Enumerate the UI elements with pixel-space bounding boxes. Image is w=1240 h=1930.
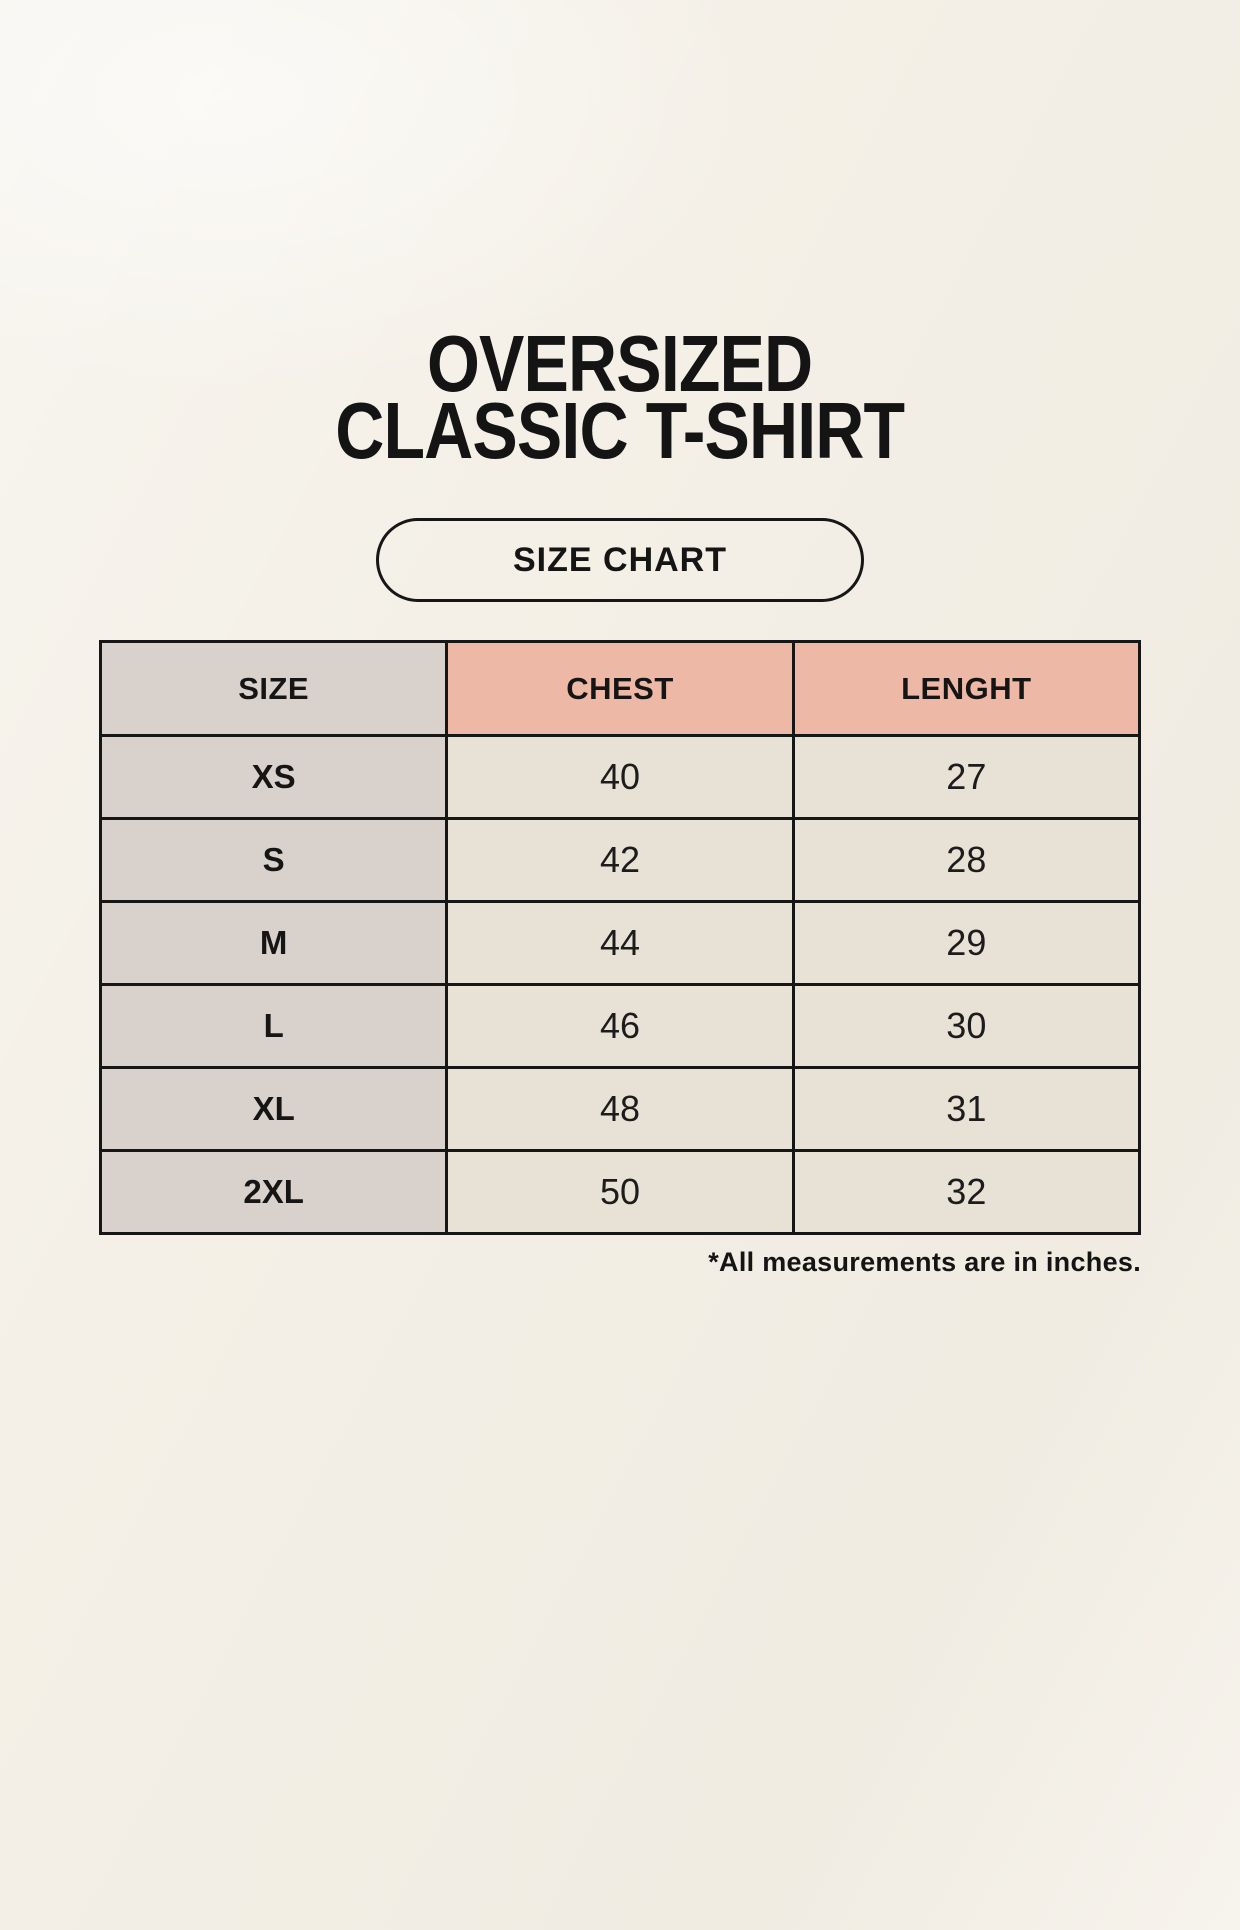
measurements-footnote: *All measurements are in inches. — [708, 1247, 1141, 1278]
table-row-m: M 44 29 — [98, 900, 1142, 987]
chest-cell: 44 — [445, 900, 795, 987]
table-row-2xl: 2XL 50 32 — [98, 1149, 1142, 1236]
size-cell: 2XL — [98, 1149, 449, 1236]
table-row-xs: XS 40 27 — [98, 734, 1142, 821]
length-cell: 30 — [791, 983, 1142, 1070]
header-cell-chest: CHEST — [445, 640, 795, 738]
length-cell: 29 — [791, 900, 1142, 987]
chest-cell: 46 — [445, 983, 795, 1070]
badge-wrap: SIZE CHART — [0, 518, 1240, 603]
size-cell: M — [98, 900, 449, 987]
chest-cell: 50 — [445, 1149, 795, 1236]
header-cell-size: SIZE — [98, 640, 449, 738]
length-cell: 31 — [791, 1066, 1142, 1153]
size-table: SIZE CHEST LENGHT XS 40 27 S 42 28 M — [98, 640, 1142, 1236]
size-cell: XL — [98, 1066, 449, 1153]
chest-cell: 48 — [445, 1066, 795, 1153]
table-row-l: L 46 30 — [98, 983, 1142, 1070]
size-chart-sheet: OVERSIZED CLASSIC T-SHIRT SIZE CHART SIZ… — [0, 319, 1240, 1930]
chest-cell: 40 — [445, 734, 795, 821]
length-cell: 27 — [791, 734, 1142, 821]
size-cell: L — [98, 983, 449, 1070]
header-cell-lenght: LENGHT — [791, 640, 1142, 738]
size-chart-badge: SIZE CHART — [376, 518, 864, 603]
page-title: OVERSIZED CLASSIC T-SHIRT — [0, 319, 1240, 476]
size-cell: S — [98, 817, 449, 904]
table-header-row: SIZE CHEST LENGHT — [98, 640, 1142, 738]
size-cell: XS — [98, 734, 449, 821]
table-row-s: S 42 28 — [98, 817, 1142, 904]
chest-cell: 42 — [445, 817, 795, 904]
length-cell: 28 — [791, 817, 1142, 904]
table-row-xl: XL 48 31 — [98, 1066, 1142, 1153]
length-cell: 32 — [791, 1149, 1142, 1236]
title-line-1: OVERSIZED — [427, 319, 813, 408]
title-line-2: CLASSIC T-SHIRT — [335, 386, 905, 476]
table-zone: SIZE CHEST LENGHT XS 40 27 S 42 28 M — [98, 640, 1142, 1278]
